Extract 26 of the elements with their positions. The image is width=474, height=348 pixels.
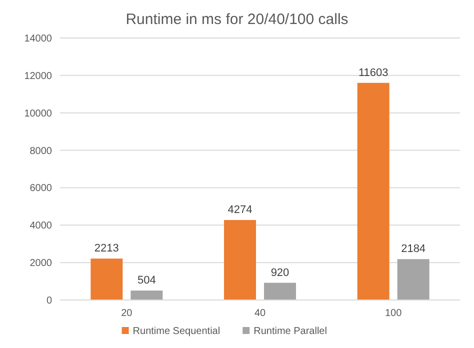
y-tick-label: 6000	[30, 183, 52, 194]
x-tick-label: 20	[121, 308, 133, 319]
x-tick-label: 40	[254, 308, 266, 319]
bar	[224, 220, 256, 300]
legend-label: Runtime Sequential	[132, 326, 220, 337]
data-label: 4274	[228, 204, 252, 216]
data-label: 2184	[401, 243, 426, 256]
y-tick-label: 8000	[30, 146, 52, 157]
data-label: 11603	[358, 66, 388, 79]
bar	[90, 258, 123, 300]
y-tick-label: 2000	[30, 258, 52, 270]
data-label: 920	[270, 266, 290, 279]
bar	[264, 282, 296, 300]
bar	[397, 259, 430, 300]
data-label: 2213	[94, 242, 119, 255]
bar	[357, 82, 390, 300]
x-tick-label: 100	[384, 308, 402, 319]
bar	[130, 290, 163, 300]
y-tick-label: 12000	[24, 70, 52, 82]
legend-label: Runtime Parallel	[254, 326, 327, 337]
chart-title: Runtime in ms for 20/40/100 calls	[126, 11, 348, 28]
data-label: 504	[137, 274, 156, 287]
y-tick-label: 14000	[24, 34, 52, 44]
y-tick-label: 0	[46, 296, 52, 306]
y-tick-label: 4000	[30, 220, 52, 232]
y-tick-label: 10000	[24, 108, 52, 120]
